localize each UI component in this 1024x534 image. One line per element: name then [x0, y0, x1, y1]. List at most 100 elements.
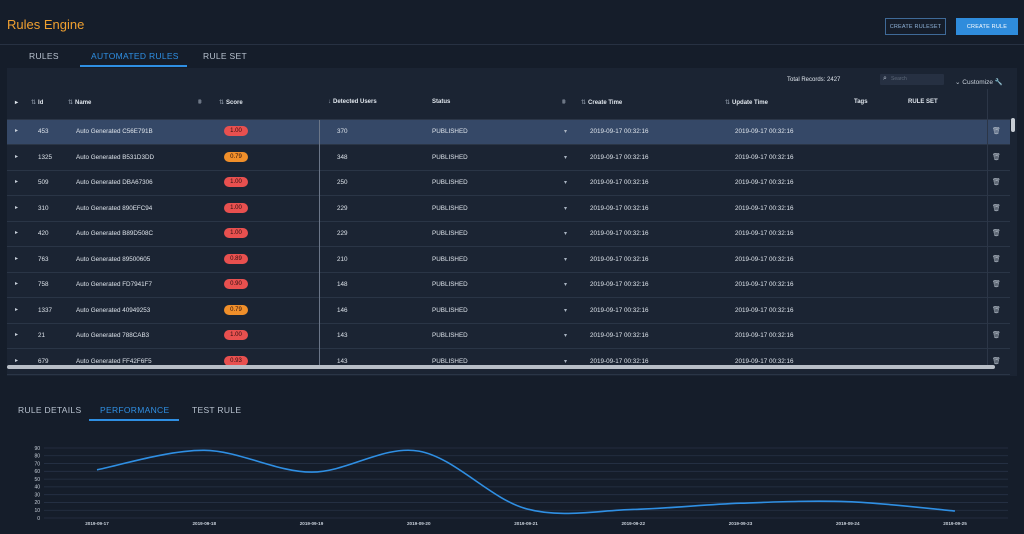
- create-rule-button[interactable]: CREATE RULE: [956, 18, 1018, 35]
- table-row[interactable]: ▸ 21 Auto Generated 788CAB3 1.00 143 PUBLISHE…: [7, 324, 1010, 349]
- status-dropdown-icon[interactable]: ▾: [564, 180, 568, 186]
- tab-rule-set[interactable]: RULE SET: [203, 51, 247, 61]
- cell-id: 679: [38, 357, 49, 365]
- table-row[interactable]: ▸ 1325 Auto Generated B531D3DD 0.79 348 PUBLI…: [7, 146, 1010, 171]
- score-badge: 0.89: [224, 253, 248, 264]
- status-dropdown-icon[interactable]: ▾: [564, 256, 568, 263]
- cell-id: 758: [38, 281, 49, 288]
- search-input[interactable]: ⌕ Search: [880, 74, 944, 85]
- cell-create-time: 2019-09-17 00:32:16: [590, 128, 649, 135]
- expand-row-icon[interactable]: ▸: [15, 128, 19, 134]
- col-header-rule-set[interactable]: RULE SET: [908, 99, 938, 105]
- expand-row-icon[interactable]: ▸: [15, 204, 19, 211]
- table-row[interactable]: ▸ 509 Auto Generated DBA67306 1.00 250 PUBLIS…: [7, 171, 1010, 196]
- expand-row-icon[interactable]: ▸: [15, 281, 19, 287]
- col-header-update-time[interactable]: ⇅ Update Time: [725, 99, 768, 106]
- col-header-score[interactable]: ⇅ Score: [219, 99, 243, 106]
- tab-rules[interactable]: RULES: [29, 51, 59, 61]
- status-dropdown-icon[interactable]: ▾: [564, 231, 568, 237]
- cell-id: 310: [38, 204, 49, 212]
- cell-detected-users: 143: [337, 332, 348, 339]
- cell-update-time: 2019-09-17 00:32:16: [735, 255, 794, 263]
- score-badge: 0.93: [224, 355, 248, 366]
- expand-row-icon[interactable]: ▸: [15, 255, 19, 262]
- sort-icon: ⇅: [31, 100, 37, 106]
- cell-create-time: 2019-09-17 00:32:16: [590, 230, 649, 237]
- delete-icon[interactable]: 🗑: [992, 179, 1001, 186]
- tab-rule-details[interactable]: RULE DETAILS: [18, 405, 82, 415]
- cell-detected-users: 370: [337, 128, 348, 135]
- tab-test-rule[interactable]: TEST RULE: [192, 405, 242, 415]
- y-tick-label: 50: [34, 477, 40, 483]
- cell-name: Auto Generated B89D508C: [76, 230, 154, 237]
- col-header-tags[interactable]: Tags: [854, 99, 868, 105]
- status-dropdown-icon[interactable]: ▾: [564, 282, 568, 288]
- x-tick-label: 2019-09-18: [193, 521, 217, 526]
- table-row[interactable]: ▸ 1337 Auto Generated 40949253 0.79 146 PUBLI…: [7, 299, 1010, 324]
- delete-icon[interactable]: 🗑: [992, 306, 1001, 314]
- col-header-name[interactable]: ⇅ Name: [68, 99, 91, 106]
- filter-icon[interactable]: ⩩: [198, 99, 202, 106]
- table-row[interactable]: ▸ 310 Auto Generated 890EFC94 1.00 229 PUBLIS…: [7, 197, 1010, 222]
- filter-icon[interactable]: ⩩: [562, 99, 566, 106]
- delete-icon[interactable]: 🗑: [992, 230, 1001, 237]
- cell-status: PUBLISHED: [432, 255, 468, 263]
- horizontal-scrollbar[interactable]: [7, 365, 995, 369]
- cell-update-time: 2019-09-17 00:32:16: [735, 204, 794, 212]
- x-tick-label: 2019-09-25: [943, 521, 967, 526]
- status-dropdown-icon[interactable]: ▾: [564, 205, 568, 212]
- table-row[interactable]: ▸ 763 Auto Generated 89500605 0.89 210 PUBLIS…: [7, 248, 1010, 273]
- table-row[interactable]: ▸ 453 Auto Generated C56E791B 1.00 370 PUBLIS…: [7, 120, 1010, 145]
- delete-icon[interactable]: 🗑: [992, 204, 1001, 212]
- expand-row-icon[interactable]: ▸: [15, 153, 19, 160]
- rules-grid: Total Records: 2427 ⌕ Search ⌄ Customize…: [7, 68, 1017, 376]
- cell-detected-users: 229: [337, 204, 348, 212]
- cell-id: 509: [38, 179, 49, 186]
- col-header-detected-users-label: Detected Users: [333, 99, 377, 105]
- score-badge: 0.79: [224, 304, 248, 315]
- y-tick-label: 80: [34, 454, 40, 460]
- tab-performance[interactable]: PERFORMANCE: [100, 405, 170, 415]
- tab-automated-rules[interactable]: AUTOMATED RULES: [91, 51, 179, 61]
- status-dropdown-icon[interactable]: ▾: [564, 307, 568, 314]
- cell-name: Auto Generated 788CAB3: [76, 332, 150, 339]
- col-header-tags-label: Tags: [854, 99, 868, 105]
- delete-icon[interactable]: 🗑: [992, 357, 1001, 365]
- status-dropdown-icon[interactable]: ▾: [564, 129, 568, 135]
- col-header-detected-users[interactable]: ↓ Detected Users: [328, 99, 377, 105]
- cell-detected-users: 250: [337, 179, 348, 186]
- cell-create-time: 2019-09-17 00:32:16: [590, 281, 649, 288]
- table-row[interactable]: ▸ 679 Auto Generated FF42F6F5 0.93 143 PUBLIS…: [7, 350, 1010, 375]
- expand-row-icon[interactable]: ▸: [15, 306, 19, 313]
- table-row[interactable]: ▸ 420 Auto Generated B89D508C 1.00 229 PUBLIS…: [7, 222, 1010, 247]
- cell-status: PUBLISHED: [432, 357, 468, 365]
- col-header-create-time[interactable]: ⇅ Create Time: [581, 99, 622, 106]
- customize-button[interactable]: ⌄ Customize 🔧: [955, 78, 1003, 86]
- cell-update-time: 2019-09-17 00:32:16: [735, 179, 794, 186]
- delete-icon[interactable]: 🗑: [992, 153, 1001, 161]
- expand-all-icon[interactable]: ▸: [15, 100, 19, 106]
- cell-status: PUBLISHED: [432, 204, 468, 212]
- expand-row-icon[interactable]: ▸: [15, 179, 19, 185]
- table-row[interactable]: ▸ 758 Auto Generated FD7941F7 0.90 148 PUBLIS…: [7, 273, 1010, 298]
- score-badge: 0.90: [224, 279, 248, 289]
- cell-status: PUBLISHED: [432, 306, 468, 314]
- expand-row-icon[interactable]: ▸: [15, 332, 19, 338]
- delete-icon[interactable]: 🗑: [992, 255, 1001, 263]
- y-tick-label: 70: [34, 461, 40, 467]
- vertical-scrollbar[interactable]: [1011, 118, 1015, 132]
- col-header-id[interactable]: ⇅ Id: [31, 99, 43, 106]
- expand-row-icon[interactable]: ▸: [15, 357, 19, 364]
- delete-icon[interactable]: 🗑: [992, 128, 1001, 135]
- delete-icon[interactable]: 🗑: [992, 281, 1001, 288]
- status-dropdown-icon[interactable]: ▾: [564, 358, 568, 365]
- create-ruleset-button[interactable]: CREATE RULESET: [885, 18, 946, 35]
- status-dropdown-icon[interactable]: ▾: [564, 333, 568, 339]
- cell-create-time: 2019-09-17 00:32:16: [590, 306, 649, 314]
- delete-icon[interactable]: 🗑: [992, 332, 1001, 339]
- col-header-status[interactable]: Status: [432, 99, 450, 105]
- cell-id: 1325: [38, 153, 53, 161]
- expand-row-icon[interactable]: ▸: [15, 230, 19, 236]
- x-tick-label: 2019-09-22: [622, 521, 646, 526]
- status-dropdown-icon[interactable]: ▾: [564, 154, 568, 161]
